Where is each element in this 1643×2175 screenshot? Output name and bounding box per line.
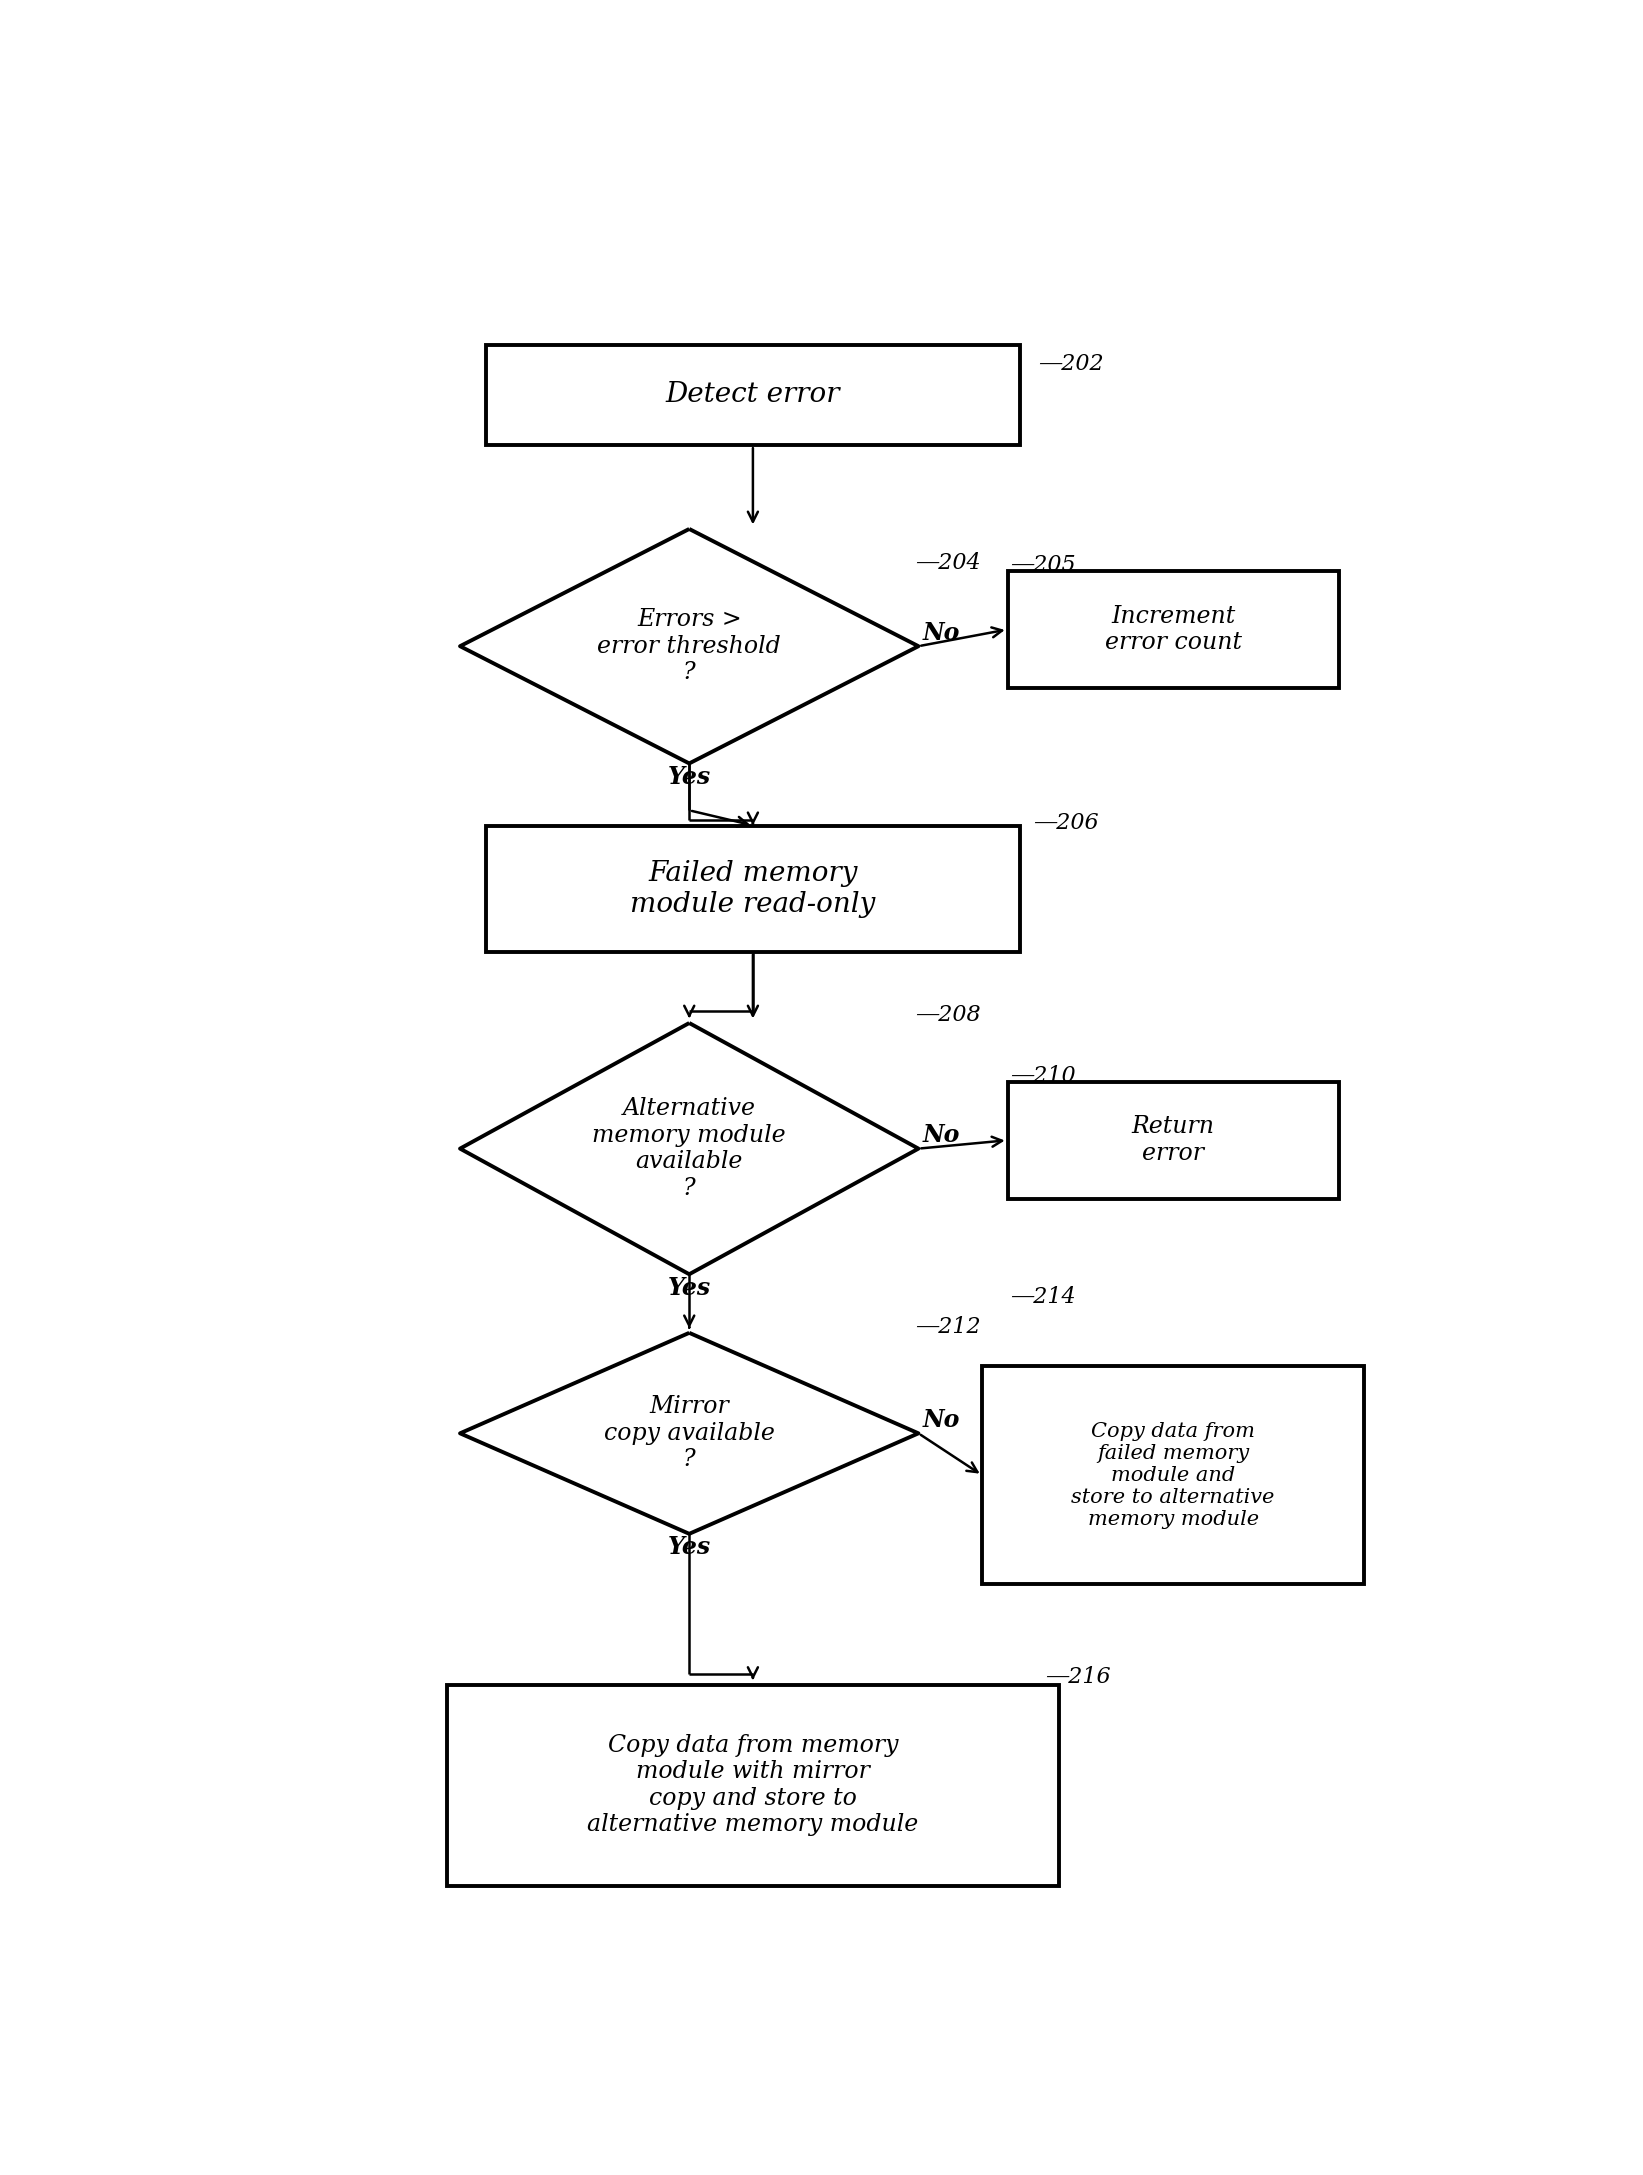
Text: Yes: Yes (667, 1277, 711, 1301)
Text: Return
error: Return error (1132, 1116, 1214, 1166)
Polygon shape (460, 529, 918, 763)
FancyBboxPatch shape (486, 826, 1020, 953)
Text: ―214: ―214 (1012, 1285, 1076, 1307)
Text: ―208: ―208 (915, 1005, 981, 1027)
Text: No: No (922, 1122, 960, 1146)
Text: ―210: ―210 (1012, 1064, 1076, 1088)
Text: Increment
error count: Increment error count (1104, 605, 1242, 655)
Text: Failed memory
module read-only: Failed memory module read-only (631, 859, 876, 918)
Polygon shape (460, 1333, 918, 1533)
Text: Errors >
error threshold
?: Errors > error threshold ? (598, 609, 780, 685)
Text: Detect error: Detect error (665, 381, 840, 409)
Text: Copy data from
failed memory
module and
store to alternative
memory module: Copy data from failed memory module and … (1071, 1422, 1275, 1529)
FancyBboxPatch shape (1007, 1081, 1339, 1198)
Text: ―202: ―202 (1040, 352, 1104, 374)
Text: Alternative
memory module
available
?: Alternative memory module available ? (593, 1096, 785, 1201)
Text: No: No (922, 620, 960, 644)
Polygon shape (460, 1022, 918, 1275)
Text: ―216: ―216 (1047, 1666, 1111, 1688)
Text: ―212: ―212 (915, 1316, 981, 1338)
Text: ―205: ―205 (1012, 555, 1076, 576)
Text: ―206: ―206 (1035, 811, 1099, 833)
Text: Mirror
copy available
?: Mirror copy available ? (603, 1394, 775, 1472)
FancyBboxPatch shape (983, 1366, 1364, 1583)
Text: No: No (922, 1407, 960, 1431)
Text: Yes: Yes (667, 1536, 711, 1559)
FancyBboxPatch shape (447, 1683, 1058, 1886)
Text: Copy data from memory
module with mirror
copy and store to
alternative memory mo: Copy data from memory module with mirror… (587, 1733, 918, 1836)
Text: ―204: ―204 (915, 552, 981, 574)
FancyBboxPatch shape (1007, 570, 1339, 687)
Text: Yes: Yes (667, 766, 711, 790)
FancyBboxPatch shape (486, 346, 1020, 446)
